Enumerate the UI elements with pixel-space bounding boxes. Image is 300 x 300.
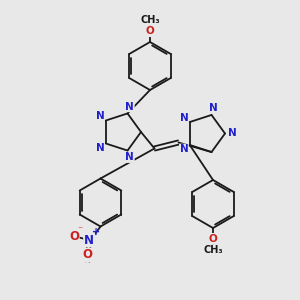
Text: N: N	[95, 111, 104, 121]
Text: N: N	[228, 128, 237, 139]
Text: N: N	[209, 103, 218, 113]
Text: ⁻: ⁻	[77, 225, 83, 236]
Text: O: O	[69, 230, 79, 244]
Text: O: O	[208, 233, 217, 244]
Text: N: N	[84, 233, 94, 247]
Text: O: O	[146, 26, 154, 37]
Text: O: O	[82, 248, 93, 262]
Text: N: N	[179, 113, 188, 123]
Text: N: N	[179, 144, 188, 154]
Text: +: +	[92, 226, 100, 237]
Text: CH₃: CH₃	[140, 15, 160, 26]
Text: N: N	[125, 152, 134, 162]
Text: CH₃: CH₃	[203, 244, 223, 255]
Text: N: N	[95, 143, 104, 153]
Text: N: N	[125, 102, 134, 112]
